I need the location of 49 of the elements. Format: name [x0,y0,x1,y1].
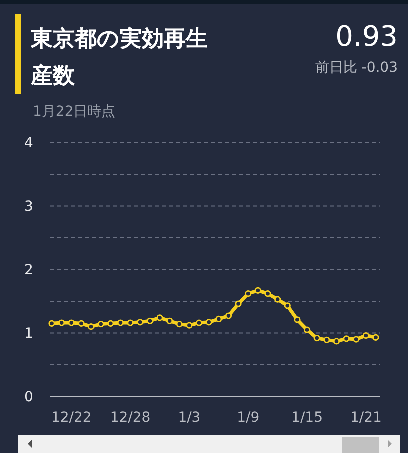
point [58,320,66,326]
point [156,314,164,322]
text: 前日比 -0.03 [315,60,398,76]
point [78,320,85,327]
point [216,316,222,323]
x-tick-label: 12/28 [110,410,151,426]
point [362,332,370,340]
point [206,319,212,326]
point [264,290,272,298]
point [48,320,56,327]
x-tick-label: 1/21 [350,410,382,426]
y-tick-label: 1 [24,326,34,342]
point [225,312,232,320]
x-tick-label: 12/22 [51,410,92,426]
x-tick-label: 1/3 [178,410,201,426]
point [68,320,75,326]
y-tick-label: 0 [24,390,34,406]
point [274,296,282,303]
point [245,290,252,298]
point [353,336,360,343]
point [372,334,380,341]
point [176,321,183,328]
text: 0.93 [336,20,398,53]
point [196,320,203,326]
point [137,319,144,326]
point [98,321,104,328]
y-tick-label: 4 [24,136,34,152]
point [284,302,291,310]
point [324,336,330,344]
point [186,322,193,329]
y-tick-label: 2 [24,262,34,279]
point [108,320,114,327]
y-tick-label: 3 [24,199,34,216]
point [254,287,262,294]
point [127,320,134,326]
point [294,316,301,324]
point [304,326,311,334]
point [146,318,154,324]
point [88,324,95,330]
point [314,334,320,342]
point [343,336,350,342]
point [333,338,340,345]
point [235,300,242,308]
point [117,320,124,326]
chart-subtitle: 1月22日時点 [33,104,116,120]
x-tick-label: 1/15 [292,410,323,426]
x-tick-label: 1/9 [237,410,260,426]
point [166,318,174,324]
chart-title: 東京都の実効再生産数 [30,26,208,89]
